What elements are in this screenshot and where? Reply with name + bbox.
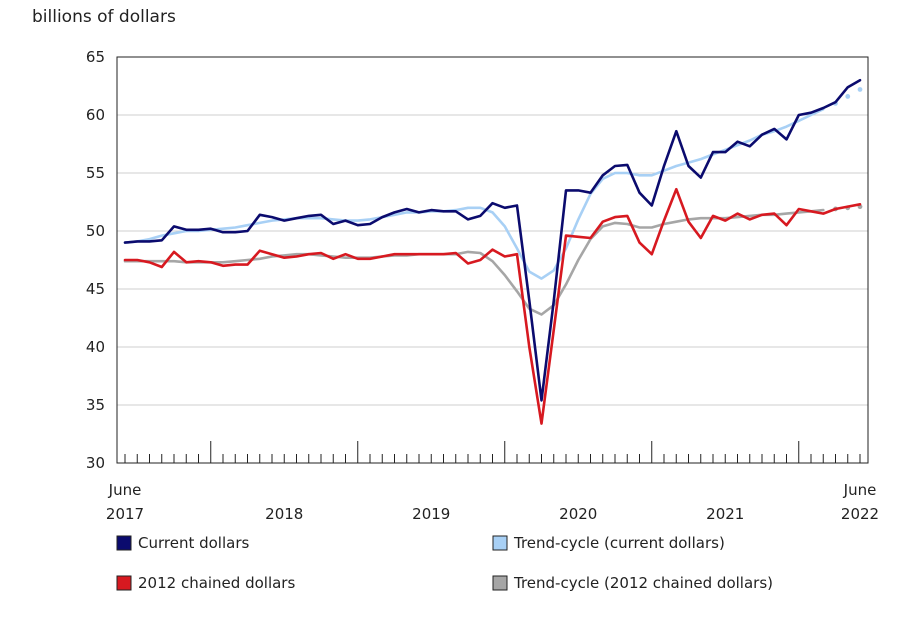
y-tick-label: 55 xyxy=(86,164,105,182)
y-tick-label: 35 xyxy=(86,396,105,414)
y-tick-label: 60 xyxy=(86,106,105,124)
legend-label: Trend-cycle (2012 chained dollars) xyxy=(513,574,773,592)
x-tick-label: 2022 xyxy=(841,505,879,523)
y-axis: 30 35 40 45 50 55 60 65 xyxy=(86,48,105,472)
x-tick-label: June xyxy=(108,481,142,499)
x-tick-label: 2018 xyxy=(265,505,303,523)
series-line-2 xyxy=(123,187,862,425)
x-tick-label: June xyxy=(843,481,877,499)
x-tick-label: 2021 xyxy=(706,505,744,523)
x-tick-label: 2017 xyxy=(106,505,144,523)
y-tick-label: 40 xyxy=(86,338,105,356)
y-tick-label: 50 xyxy=(86,222,105,240)
x-tick-label: 2020 xyxy=(559,505,597,523)
legend-label: Trend-cycle (current dollars) xyxy=(513,534,725,552)
series-lines xyxy=(123,78,863,425)
series-line-0 xyxy=(123,78,862,402)
legend-label: 2012 chained dollars xyxy=(138,574,295,592)
legend-swatch xyxy=(116,575,132,591)
x-axis: June 2017 2018 2019 2020 2021 June 2022 xyxy=(106,441,879,523)
y-axis-title: billions of dollars xyxy=(32,7,176,27)
legend: Current dollars Trend-cycle (current doll… xyxy=(116,534,773,592)
x-tick-label: 2019 xyxy=(412,505,450,523)
legend-swatch xyxy=(492,535,508,551)
y-tick-label: 65 xyxy=(86,48,105,66)
series-line-3 xyxy=(123,208,825,316)
legend-label: Current dollars xyxy=(138,534,249,552)
legend-swatch xyxy=(116,535,132,551)
series-line-1 xyxy=(123,107,825,280)
y-tick-label: 45 xyxy=(86,280,105,298)
legend-swatch xyxy=(492,575,508,591)
y-tick-label: 30 xyxy=(86,454,105,472)
projected-point xyxy=(857,87,863,92)
projected-point xyxy=(845,94,851,99)
